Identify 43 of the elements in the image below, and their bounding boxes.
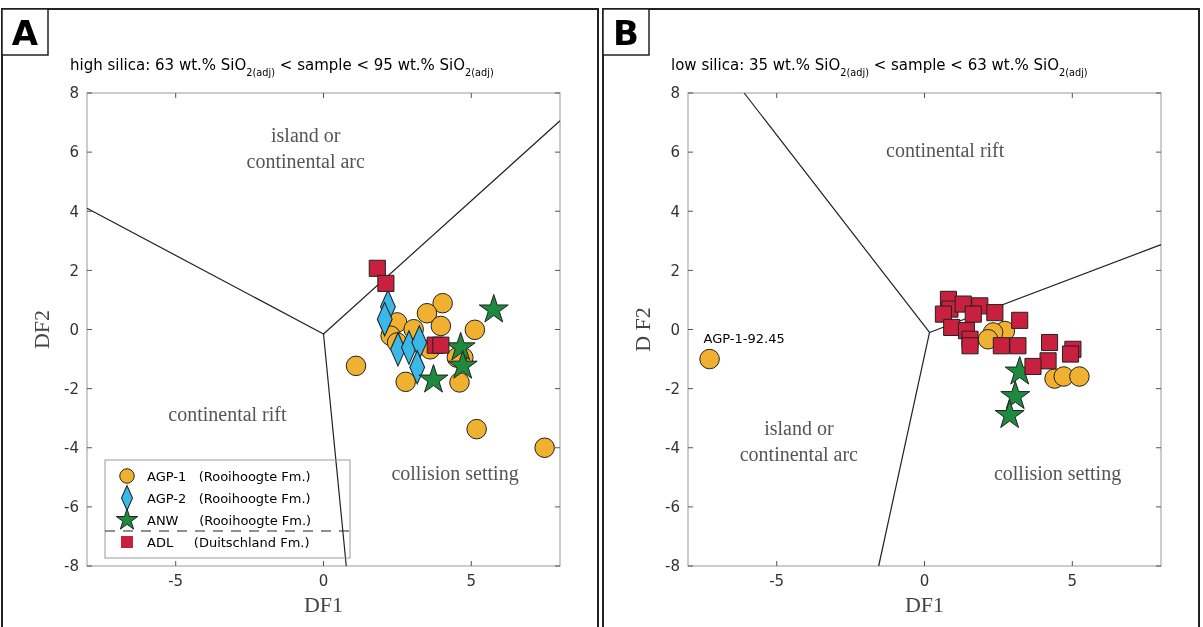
chart-title: A <box>11 13 39 53</box>
y-tick-label: -4 <box>665 439 680 457</box>
y-tick-label: 0 <box>69 320 79 339</box>
annotation: collision setting <box>993 462 1122 486</box>
annotation: island or continental arc <box>739 416 859 465</box>
y-tick-label: -8 <box>64 557 79 576</box>
legend-label: AGP-2 (Rooihoogte Fm.) <box>147 490 311 506</box>
legend-label: AGP-1 (Rooihoogte Fm.) <box>147 468 311 484</box>
x-tick-label: -5 <box>168 572 184 590</box>
x-tick-label: 0 <box>919 572 930 590</box>
legend-label: ADL (Duitschland Fm.) <box>147 534 310 550</box>
y-tick-label: 8 <box>69 84 79 103</box>
annotation: AGP-1-92.45 <box>703 331 785 347</box>
x-tick-label: 0 <box>318 572 329 590</box>
x-tick-label: -5 <box>769 572 785 590</box>
annotation: continental rift <box>886 138 1005 161</box>
x-axis-title: DF1 <box>904 592 945 617</box>
chart-subtitle: low silica: 35 wt.% SiO$_{2(adj)}$ < sample < 63 wt.% SiO$_{2(adj)}$ <box>671 56 1088 78</box>
legend-label: ANW (Rooihoogte Fm.) <box>147 512 312 528</box>
x-axis-title: DF1 <box>303 592 344 617</box>
y-tick-label: 2 <box>670 261 680 280</box>
annotation: continental rift <box>168 403 288 426</box>
y-axis-title: DF2 <box>29 309 54 350</box>
y-tick-label: 6 <box>69 143 79 162</box>
y-tick-label: 4 <box>670 202 680 221</box>
x-tick-label: 5 <box>466 572 477 590</box>
y-tick-label: -8 <box>665 557 680 576</box>
annotation: collision setting <box>391 462 519 486</box>
y-tick-label: -2 <box>665 379 680 398</box>
y-tick-label: 4 <box>69 202 79 221</box>
annotation: island or continental arc <box>246 124 366 173</box>
chart-title: B <box>613 13 639 53</box>
y-tick-label: -6 <box>665 498 680 517</box>
x-tick-label: 5 <box>1067 572 1078 590</box>
chart-subtitle: high silica: 63 wt.% SiO$_{2(adj)}$ < sample < 95 wt.% SiO$_{2(adj)}$ <box>70 56 494 78</box>
y-tick-label: -2 <box>64 379 79 398</box>
y-tick-label: -6 <box>64 498 79 517</box>
y-tick-label: 0 <box>670 320 680 339</box>
y-axis-title: D F2 <box>630 307 655 352</box>
y-tick-label: 6 <box>670 143 680 162</box>
y-tick-label: -4 <box>64 439 79 457</box>
y-tick-label: 8 <box>670 84 680 103</box>
y-tick-label: 2 <box>69 261 79 280</box>
